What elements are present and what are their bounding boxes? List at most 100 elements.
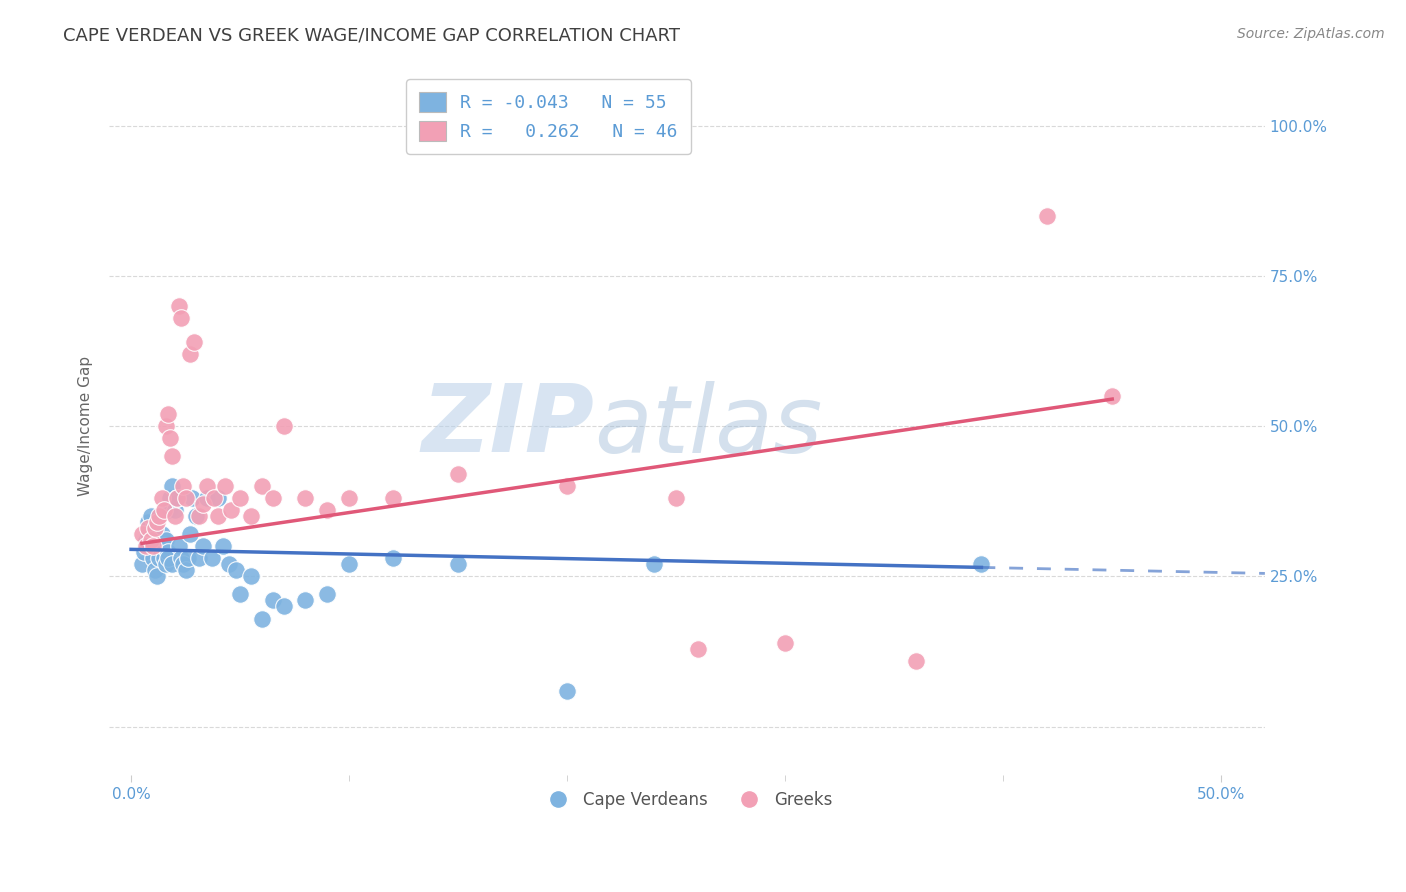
Point [152, 551, 174, 566]
Point [162, 449, 184, 463]
Point [177, 551, 200, 566]
Point [135, 540, 157, 554]
Point [134, 545, 156, 559]
Point [207, 509, 229, 524]
Point [150, 491, 173, 506]
Point [166, 491, 188, 506]
Point [166, 491, 188, 506]
Point [131, 527, 153, 541]
Point [142, 540, 165, 554]
Point [1101, 389, 1123, 403]
Point [447, 467, 470, 482]
Point [250, 611, 273, 625]
Point [143, 521, 166, 535]
Point [187, 551, 209, 566]
Point [148, 509, 170, 524]
Point [139, 509, 162, 524]
Legend: Cape Verdeans, Greeks: Cape Verdeans, Greeks [534, 784, 839, 815]
Point [139, 533, 162, 548]
Point [316, 587, 339, 601]
Point [157, 407, 180, 421]
Point [665, 491, 688, 506]
Point [172, 558, 194, 572]
Point [152, 503, 174, 517]
Point [157, 551, 180, 566]
Text: Source: ZipAtlas.com: Source: ZipAtlas.com [1237, 27, 1385, 41]
Point [447, 558, 470, 572]
Point [381, 491, 404, 506]
Point [163, 509, 186, 524]
Point [155, 533, 177, 548]
Point [138, 527, 160, 541]
Point [904, 654, 927, 668]
Point [148, 540, 170, 554]
Point [170, 551, 193, 566]
Point [174, 563, 197, 577]
Point [159, 491, 181, 506]
Text: ZIP: ZIP [422, 380, 595, 472]
Point [207, 491, 229, 506]
Point [179, 347, 201, 361]
Text: atlas: atlas [595, 381, 823, 472]
Point [337, 491, 360, 506]
Point [262, 593, 284, 607]
Point [181, 491, 204, 506]
Point [214, 479, 236, 493]
Point [150, 527, 173, 541]
Point [229, 491, 252, 506]
Point [167, 540, 190, 554]
Point [970, 558, 993, 572]
Point [162, 479, 184, 493]
Point [170, 310, 193, 325]
Point [142, 521, 165, 535]
Point [138, 521, 160, 535]
Point [273, 599, 295, 614]
Point [155, 419, 177, 434]
Point [221, 503, 243, 517]
Point [150, 540, 173, 554]
Point [294, 593, 316, 607]
Point [142, 551, 165, 566]
Point [159, 503, 181, 517]
Point [316, 503, 339, 517]
Point [191, 540, 214, 554]
Point [174, 491, 197, 506]
Point [643, 558, 665, 572]
Point [262, 491, 284, 506]
Point [195, 479, 218, 493]
Point [135, 533, 157, 548]
Point [201, 551, 224, 566]
Point [250, 479, 273, 493]
Point [148, 551, 170, 566]
Point [138, 516, 160, 530]
Point [1036, 209, 1059, 223]
Point [337, 558, 360, 572]
Point [172, 479, 194, 493]
Point [202, 491, 225, 506]
Point [155, 558, 177, 572]
Point [183, 334, 205, 349]
Point [146, 516, 169, 530]
Point [146, 569, 169, 583]
Point [162, 558, 184, 572]
Text: CAPE VERDEAN VS GREEK WAGE/INCOME GAP CORRELATION CHART: CAPE VERDEAN VS GREEK WAGE/INCOME GAP CO… [63, 27, 681, 45]
Point [555, 683, 578, 698]
Point [225, 563, 247, 577]
Point [152, 540, 174, 554]
Point [229, 587, 252, 601]
Point [218, 558, 240, 572]
Point [159, 431, 181, 445]
Point [195, 491, 218, 506]
Y-axis label: Wage/Income Gap: Wage/Income Gap [79, 356, 93, 496]
Point [186, 509, 208, 524]
Point [239, 569, 262, 583]
Point [381, 551, 404, 566]
Point [143, 563, 166, 577]
Point [163, 503, 186, 517]
Point [167, 299, 190, 313]
Point [157, 545, 180, 559]
Point [773, 635, 796, 649]
Point [179, 527, 201, 541]
Point [211, 540, 233, 554]
Point [131, 558, 153, 572]
